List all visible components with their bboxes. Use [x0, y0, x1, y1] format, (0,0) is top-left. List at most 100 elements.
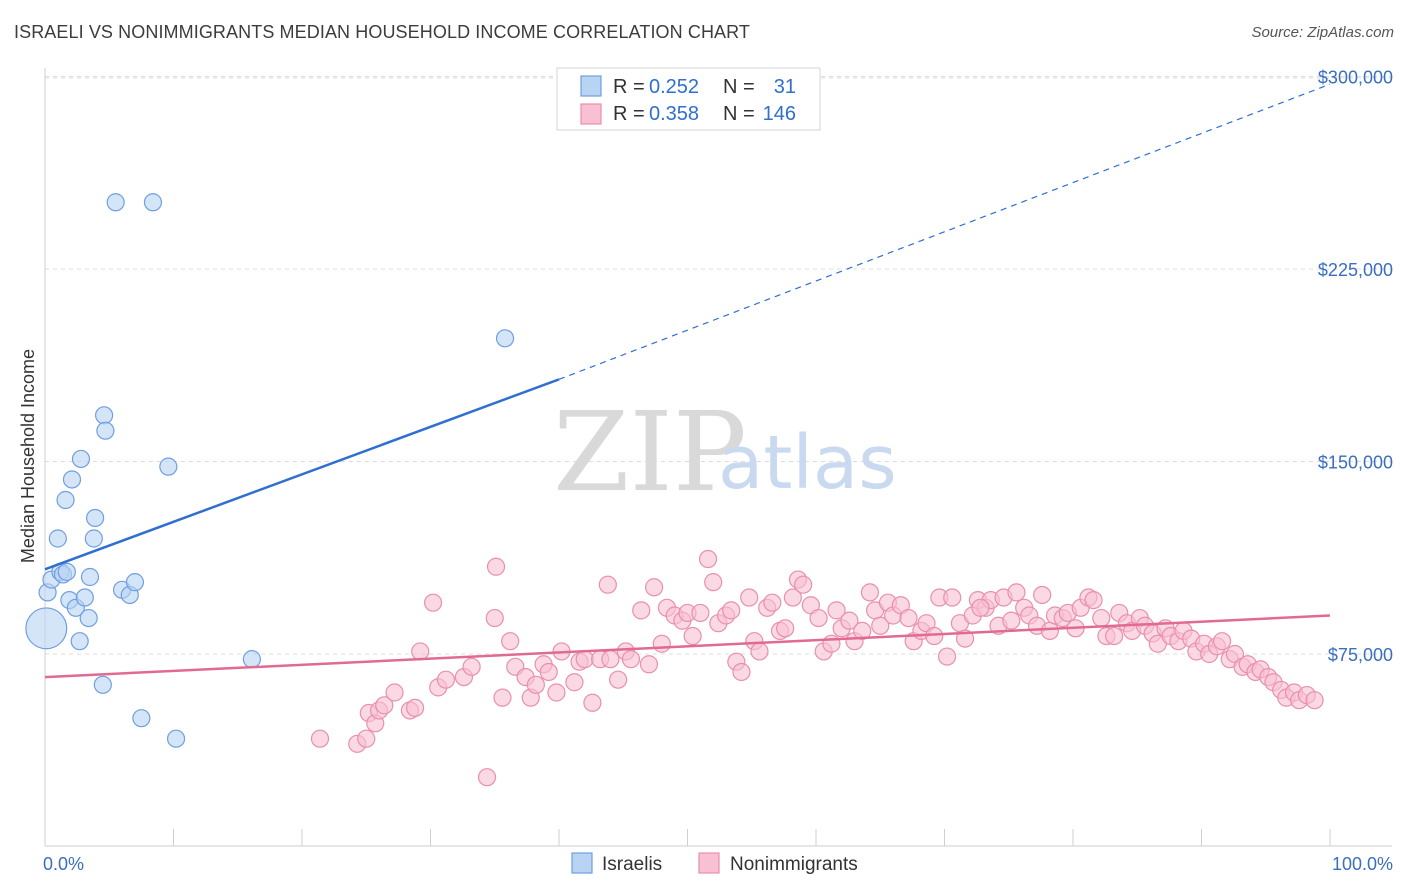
israelis-point-19 — [95, 406, 114, 425]
israelis-trend-line — [44, 378, 560, 571]
israelis-point-3 — [48, 529, 67, 548]
nonimmigrant-point-111 — [1092, 608, 1111, 628]
israelis-point-12 — [71, 449, 91, 469]
legend-swatch-nonimmigrants — [580, 103, 602, 125]
legend-r-label-1: R = — [613, 103, 645, 125]
nonimmigrant-point-11 — [423, 593, 443, 612]
watermark-zip: ZIP — [553, 388, 747, 516]
nonimmigrant-point-77 — [871, 616, 890, 635]
nonimmigrant-point-19 — [493, 688, 512, 707]
nonimmigrant-point-87 — [937, 647, 957, 666]
legend-n-value-1: 146 — [763, 103, 796, 125]
nonimmigrant-point-113 — [1105, 626, 1124, 646]
bottom-legend-swatch-nonimmigrants — [698, 852, 720, 874]
axes — [44, 68, 1392, 847]
nonimmigrant-point-103 — [1040, 621, 1059, 641]
nonimmigrant-point-31 — [575, 650, 594, 669]
nonimmigrant-point-32 — [583, 693, 602, 712]
nonimmigrant-point-85 — [925, 626, 944, 646]
israelis-point-17 — [86, 508, 105, 528]
israelis-point-20 — [96, 421, 115, 440]
nonimmigrant-point-40 — [639, 655, 659, 674]
nonimmigrant-point-2 — [357, 729, 376, 748]
legend-box: R = 0.252 N = 31 R = 0.358 N = 146 — [556, 67, 821, 131]
bottom-legend-label-nonimmigrants: Nonimmigrants — [730, 854, 858, 875]
israelis-point-6 — [56, 490, 75, 510]
israelis-trend-extension — [558, 83, 1331, 380]
y-tick-label-2: $225,000 — [1318, 260, 1393, 280]
nonimmigrant-point-41 — [644, 578, 664, 597]
nonimmigrant-point-58 — [750, 642, 769, 661]
nonimmigrant-point-102 — [1033, 585, 1052, 605]
nonimmigrant-point-17 — [485, 608, 504, 628]
y-tick-label-1: $150,000 — [1318, 453, 1393, 473]
legend-r-value-0: 0.252 — [649, 76, 699, 98]
nonimmigrant-point-18 — [486, 557, 506, 576]
nonimmigrant-point-110 — [1084, 590, 1103, 610]
nonimmigrant-point-39 — [632, 601, 651, 620]
nonimmigrant-point-7 — [385, 683, 404, 702]
israelis-point-9 — [62, 470, 82, 489]
trend-lines — [44, 83, 1331, 679]
nonimmigrant-point-55 — [732, 662, 751, 682]
nonimmigrant-point-62 — [776, 619, 795, 638]
israelis-point-26 — [143, 193, 163, 212]
israelis-point-16 — [84, 529, 103, 548]
nonimmigrant-point-0 — [310, 729, 330, 748]
israelis-point-29 — [242, 650, 261, 669]
nonimmigrant-point-53 — [722, 601, 741, 620]
nonimmigrant-point-74 — [853, 621, 872, 641]
nonimmigrant-point-65 — [794, 575, 813, 594]
israelis-point-30 — [495, 329, 515, 348]
nonimmigrant-point-130 — [1212, 632, 1232, 651]
israelis-point-28 — [166, 729, 186, 748]
bottom-legend: Israelis Nonimmigrants — [571, 852, 858, 875]
nonimmigrant-point-26 — [539, 662, 558, 682]
nonimmigrant-point-35 — [601, 650, 620, 669]
grid-lines — [45, 76, 1392, 655]
legend-r-label-0: R = — [613, 76, 645, 98]
nonimmigrant-point-29 — [565, 673, 584, 692]
nonimmigrant-point-56 — [740, 588, 759, 607]
y-tick-labels: $75,000 $150,000 $225,000 $300,000 — [1318, 68, 1393, 666]
nonimmigrant-trend-line — [44, 614, 1331, 679]
israelis-point-27 — [159, 457, 178, 476]
israelis-point-18 — [93, 675, 112, 694]
x-tick-label-min: 0.0% — [43, 854, 84, 874]
nonimmigrant-point-48 — [691, 603, 710, 623]
nonimmigrant-point-24 — [526, 675, 545, 694]
x-tick-label-max: 100.0% — [1332, 854, 1393, 874]
nonimmigrant-point-20 — [501, 632, 520, 651]
nonimmigrant-point-27 — [547, 683, 566, 702]
nonimmigrant-point-72 — [840, 611, 859, 630]
legend-n-value-0: 31 — [774, 76, 796, 98]
nonimmigrant-point-36 — [609, 670, 628, 689]
israelis-point-11 — [70, 632, 89, 651]
y-tick-label-0: $75,000 — [1328, 645, 1393, 665]
nonimmigrant-point-97 — [1002, 611, 1021, 630]
nonimmigrant-point-49 — [698, 549, 718, 569]
bottom-legend-swatch-israelis — [571, 852, 593, 874]
nonimmigrant-point-88 — [943, 588, 962, 607]
nonimmigrant-point-67 — [809, 608, 828, 628]
nonimmigrant-point-70 — [827, 601, 846, 620]
nonimmigrant-point-69 — [822, 634, 841, 653]
nonimmigrant-point-42 — [652, 634, 671, 653]
nonimmigrant-point-63 — [783, 588, 802, 607]
bottom-legend-label-israelis: Israelis — [602, 854, 662, 875]
source-label: Source: ZipAtlas.com — [1251, 24, 1394, 41]
legend-r-value-1: 0.358 — [649, 103, 699, 125]
legend-n-label-1: N = — [723, 103, 755, 125]
nonimmigrant-point-144 — [1305, 691, 1324, 710]
nonimmigrant-point-38 — [621, 650, 641, 669]
israelis-point-14 — [79, 608, 98, 628]
nonimmigrant-point-10 — [411, 642, 430, 661]
nonimmigrant-point-98 — [1007, 583, 1026, 602]
watermark-atlas: atlas — [718, 420, 897, 506]
nonimmigrant-point-34 — [598, 575, 617, 594]
israelis-point-7 — [57, 562, 76, 581]
nonimmigrant-point-6 — [375, 696, 394, 715]
israelis-point-25 — [132, 709, 151, 728]
nonimmigrant-point-81 — [899, 608, 918, 628]
